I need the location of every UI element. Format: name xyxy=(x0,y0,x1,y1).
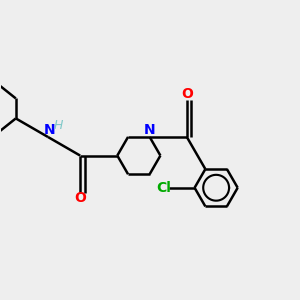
Text: H: H xyxy=(54,119,63,132)
Text: N: N xyxy=(44,123,56,137)
Text: Cl: Cl xyxy=(157,181,172,195)
Text: N: N xyxy=(144,123,155,137)
Text: O: O xyxy=(74,191,86,205)
Text: O: O xyxy=(181,87,193,101)
